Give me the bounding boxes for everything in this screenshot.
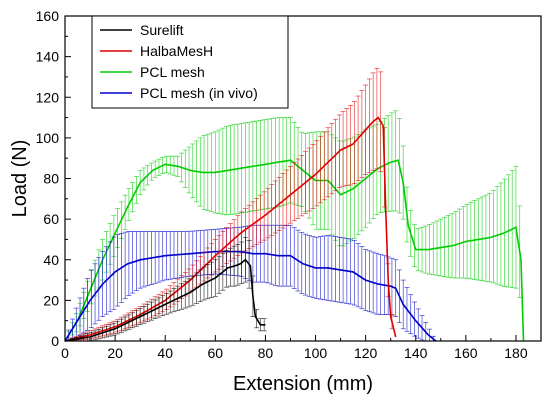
legend-label-pcl-mesh-in-vivo: PCL mesh (in vivo) [140, 85, 258, 101]
y-tick-label: 40 [43, 252, 59, 268]
y-tick-label: 140 [36, 49, 60, 65]
x-tick-label: 60 [208, 345, 224, 361]
series-surelift [64, 237, 267, 342]
y-axis: 0 20 40 60 80 100 120 140 160 [36, 8, 71, 349]
legend-label-pcl-mesh: PCL mesh [140, 64, 205, 80]
x-tick-label: 20 [107, 345, 123, 361]
plot-area [64, 67, 525, 342]
x-tick-label: 0 [61, 345, 69, 361]
x-tick-label: 40 [157, 345, 173, 361]
x-axis-title: Extension (mm) [233, 373, 373, 395]
x-tick-label: 160 [454, 345, 478, 361]
series-line [64, 258, 266, 342]
y-tick-label: 100 [36, 130, 60, 146]
x-tick-label: 140 [404, 345, 428, 361]
y-tick-label: 120 [36, 89, 60, 105]
series-line [64, 159, 525, 342]
x-tick-label: 100 [304, 345, 328, 361]
y-tick-label: 160 [36, 8, 60, 24]
y-tick-label: 60 [43, 211, 59, 227]
x-tick-label: 180 [504, 345, 528, 361]
series-pcl-mesh-in-vivo [64, 224, 437, 342]
y-tick-label: 80 [43, 171, 59, 187]
legend-label-surelift: Surelift [140, 22, 184, 38]
series-line [64, 250, 437, 342]
series-line [64, 116, 397, 342]
x-tick-label: 80 [258, 345, 274, 361]
x-axis: 0 20 40 60 80 100 120 140 160 180 [61, 335, 528, 361]
series-pcl-mesh [64, 110, 525, 342]
x-tick-label: 120 [354, 345, 378, 361]
y-tick-label: 20 [43, 292, 59, 308]
legend-label-halbamesh: HalbaMesH [140, 43, 213, 59]
legend: Surelift HalbaMesH PCL mesh PCL mesh (in… [91, 15, 289, 109]
y-tick-label: 0 [51, 333, 59, 349]
y-axis-title: Load (N) [9, 140, 31, 218]
